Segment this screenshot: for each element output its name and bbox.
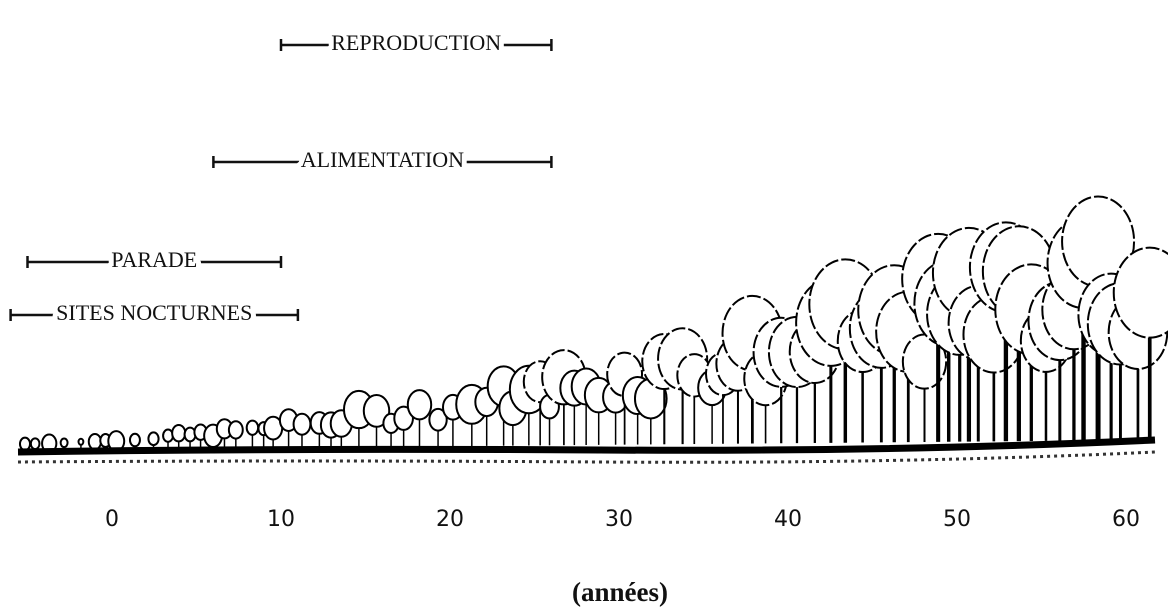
crown [171,423,187,443]
ground-line [17,436,1156,456]
crown [128,432,141,448]
crown [406,389,433,421]
tick-label: 60 [1112,507,1140,532]
tick-label: 50 [943,507,971,532]
activity-label: PARADE [111,247,197,272]
crown [1112,246,1168,339]
crown [245,419,260,436]
axis-label: (années) [572,577,668,607]
activity-label: REPRODUCTION [331,30,501,55]
crown [18,436,32,452]
tick-label: 20 [436,507,464,532]
tick-label: 0 [105,507,119,532]
tick-label: 30 [605,507,633,532]
activity-label: ALIMENTATION [301,147,464,172]
crown [227,420,244,440]
crown [147,431,160,447]
crown [428,407,448,432]
activity-label: SITES NOCTURNES [56,300,252,325]
crown [393,405,414,431]
crown [59,437,69,449]
soil [17,450,1156,464]
forest-illustration [18,195,1168,454]
tick-label: 40 [774,507,802,532]
crown [77,437,85,446]
tick-label: 10 [267,507,295,532]
crown [87,432,103,451]
crown [362,393,391,428]
crown [29,437,41,451]
crown [292,412,312,436]
